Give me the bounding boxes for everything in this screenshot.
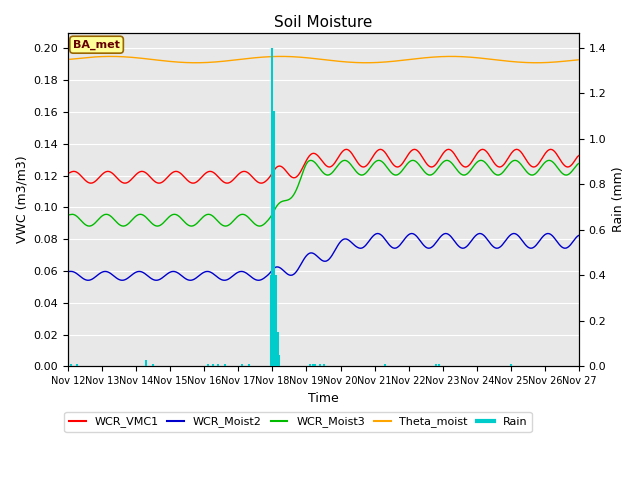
Legend: WCR_VMC1, WCR_Moist2, WCR_Moist3, Theta_moist, Rain: WCR_VMC1, WCR_Moist2, WCR_Moist3, Theta_… — [65, 412, 531, 432]
Title: Soil Moisture: Soil Moisture — [275, 15, 372, 30]
X-axis label: Time: Time — [308, 392, 339, 405]
Y-axis label: VWC (m3/m3): VWC (m3/m3) — [15, 156, 28, 243]
Y-axis label: Rain (mm): Rain (mm) — [612, 167, 625, 232]
Text: BA_met: BA_met — [73, 39, 120, 50]
